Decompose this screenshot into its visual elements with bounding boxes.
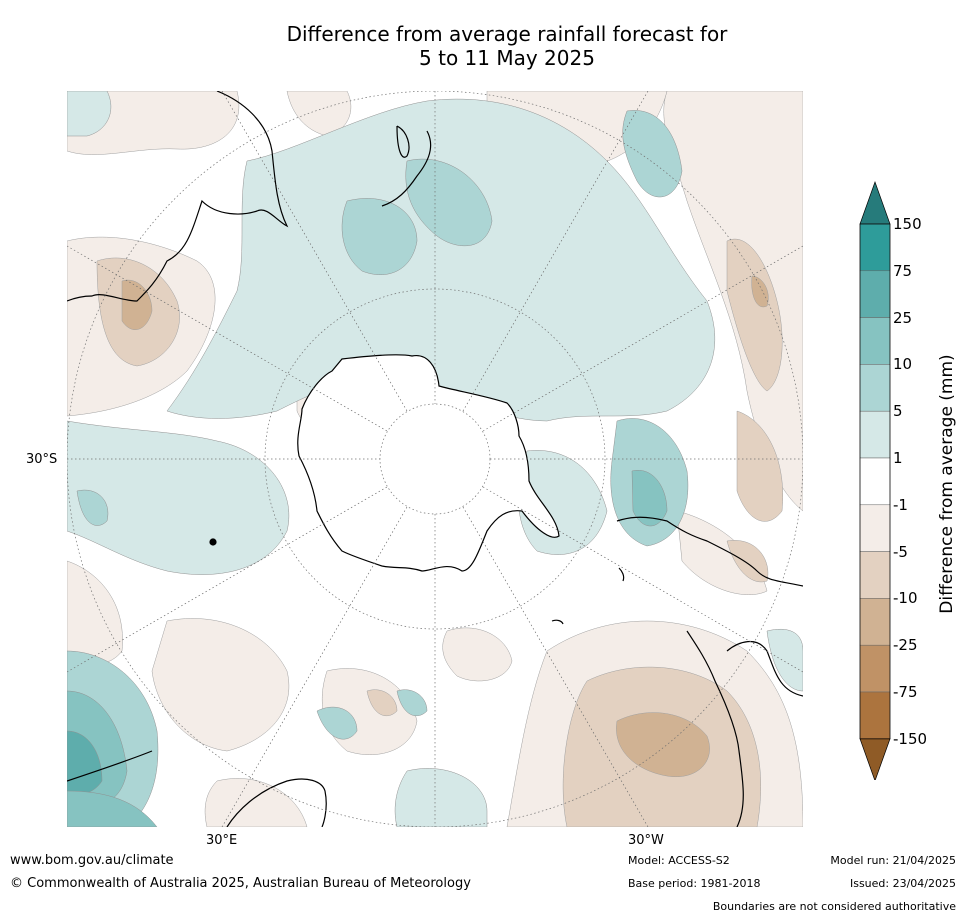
colorbar [859, 180, 891, 780]
colorbar-tick-label: 1 [893, 449, 903, 467]
colorbar-tick-label: -75 [893, 683, 918, 701]
colorbar-bin [859, 644, 891, 693]
colorbar-tick-label: 10 [893, 355, 913, 374]
colorbar-tick-label: -10 [893, 589, 918, 608]
model-name: Model: ACCESS-S2 [628, 854, 730, 867]
issued-date: Issued: 23/04/2025 [849, 877, 956, 890]
colorbar-bin [859, 317, 891, 365]
colorbar-tick-label: -1 [893, 495, 908, 514]
title-line-1: Difference from average rainfall forecas… [286, 22, 728, 46]
wetter-than-average-areas [67, 91, 803, 827]
colorbar-bin [859, 223, 891, 272]
colorbar-title: Difference from average (mm) [937, 354, 957, 614]
colorbar-tick-label: -5 [893, 542, 908, 561]
copyright-notice: © Commonwealth of Australia 2025, Austra… [10, 876, 471, 891]
colorbar-bin [859, 457, 891, 506]
website-link[interactable]: www.bom.gov.au/climate [10, 853, 174, 868]
lon-label-30e: 30°E [206, 833, 238, 848]
colorbar-extend-min [859, 738, 891, 780]
boundaries-disclaimer: Boundaries are not considered authoritat… [712, 900, 956, 913]
colorbar-tick-label: 150 [893, 215, 922, 233]
colorbar-tick-label: -150 [893, 729, 928, 748]
colorbar-bin [859, 598, 891, 646]
map-title: Difference from average rainfall forecas… [0, 22, 965, 70]
coastlines [67, 91, 803, 827]
colorbar-bin [859, 551, 891, 599]
lat-label-30s: 30°S [26, 452, 58, 467]
colorbar-tick-label: 25 [893, 308, 913, 327]
antarctica-landmass [297, 354, 560, 572]
lon-label-30w: 30°W [628, 833, 664, 848]
model-run-date: Model run: 21/04/2025 [830, 854, 956, 867]
colorbar-bin [859, 410, 891, 459]
colorbar-bin [859, 270, 891, 318]
colorbar-tick-label: -25 [893, 636, 918, 655]
colorbar-bin [859, 691, 891, 740]
colorbar-bin [859, 504, 891, 552]
title-line-2: 5 to 11 May 2025 [419, 46, 595, 70]
base-period: Base period: 1981-2018 [628, 877, 761, 890]
colorbar-bin [859, 364, 891, 412]
colorbar-extend-max [859, 180, 891, 225]
colorbar-tick-label: 75 [893, 261, 913, 280]
graticule [67, 91, 803, 827]
rainfall-anomaly-map [67, 91, 803, 827]
colorbar-tick-label: 5 [893, 402, 903, 421]
colorbar-frame [859, 223, 891, 740]
